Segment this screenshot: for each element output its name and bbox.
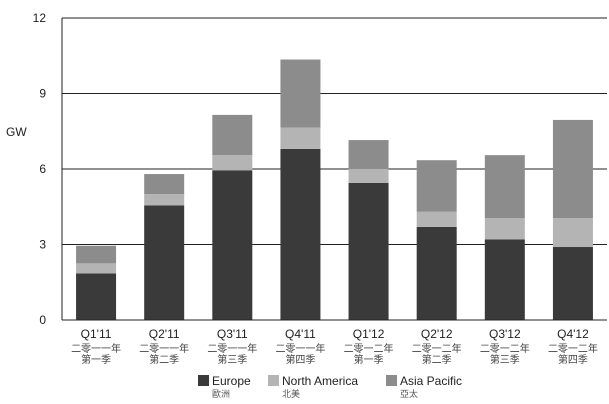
bar-europe xyxy=(144,205,185,320)
y-tick-label: 12 xyxy=(33,11,47,25)
bar-europe xyxy=(552,247,593,320)
x-tick-label-zh: 二零一二年 xyxy=(548,342,598,355)
y-tick-label: 6 xyxy=(39,162,46,176)
x-tick-label: Q4'11 xyxy=(285,327,316,341)
legend-swatch xyxy=(268,375,279,386)
y-tick-labels: 0 3 6 9 12 xyxy=(33,11,47,327)
bar-north-america xyxy=(76,263,117,274)
x-tick-label: Q2'12 xyxy=(421,327,453,341)
x-tick-label-zh: 第二季 xyxy=(149,353,179,366)
x-tick-label-zh: 第一季 xyxy=(81,353,111,366)
legend-swatch xyxy=(386,375,397,386)
x-tick-label: Q1'11 xyxy=(81,327,112,341)
y-tick-label: 9 xyxy=(39,87,46,101)
bars xyxy=(76,59,593,320)
x-tick-label-zh: 二零一二年 xyxy=(344,342,394,355)
bar-europe xyxy=(416,226,457,320)
bar-asia-pacific xyxy=(348,140,389,169)
x-tick-label-zh: 二零一一年 xyxy=(139,342,189,355)
x-tick-label-zh: 二零一二年 xyxy=(412,342,462,355)
legend-swatch xyxy=(198,375,209,386)
x-tick-label-zh: 第四季 xyxy=(285,353,315,366)
x-tick-labels: Q1'11二零一一年第一季Q2'11二零一一年第二季Q3'11二零一一年第三季Q… xyxy=(71,327,598,366)
bar-asia-pacific xyxy=(76,245,117,264)
bar-north-america xyxy=(144,194,185,206)
bar-asia-pacific xyxy=(212,114,253,156)
bar-north-america xyxy=(552,218,593,248)
bar-north-america xyxy=(348,169,389,183)
axes xyxy=(61,18,607,321)
x-tick-label-zh: 二零一一年 xyxy=(275,342,325,355)
x-tick-label-zh: 二零一一年 xyxy=(71,342,121,355)
bar-europe xyxy=(280,148,321,320)
x-tick-label-zh: 二零一二年 xyxy=(480,342,530,355)
grid-lines xyxy=(62,17,607,245)
x-tick-label: Q2'11 xyxy=(149,327,180,341)
bar-europe xyxy=(76,273,117,320)
y-tick-label: 3 xyxy=(39,238,46,252)
bar-north-america xyxy=(212,155,253,171)
bar-north-america xyxy=(280,127,321,149)
bar-asia-pacific xyxy=(144,174,185,195)
legend-label: Europe xyxy=(212,374,251,388)
bar-europe xyxy=(484,239,525,320)
bar-asia-pacific xyxy=(280,59,321,128)
x-tick-label-zh: 第三季 xyxy=(217,353,247,366)
x-tick-label-zh: 第二季 xyxy=(422,353,452,366)
bar-europe xyxy=(348,182,389,320)
legend-label-zh: 歐洲 xyxy=(212,388,230,399)
y-axis-label: GW xyxy=(6,125,27,139)
bar-europe xyxy=(212,170,253,320)
bar-asia-pacific xyxy=(416,160,457,212)
x-tick-label-zh: 第一季 xyxy=(354,353,384,366)
x-tick-label: Q3'12 xyxy=(489,327,521,341)
legend-label: North America xyxy=(282,374,358,388)
bar-north-america xyxy=(416,211,457,227)
bar-asia-pacific xyxy=(552,119,593,219)
legend-label-zh: 亞太 xyxy=(400,388,418,399)
legend-label-zh: 北美 xyxy=(282,388,300,399)
legend-label: Asia Pacific xyxy=(400,374,462,388)
x-tick-label-zh: 第四季 xyxy=(558,353,588,366)
x-tick-label: Q1'12 xyxy=(353,327,385,341)
x-tick-label-zh: 二零一一年 xyxy=(207,342,257,355)
x-tick-label: Q4'12 xyxy=(557,327,589,341)
bar-asia-pacific xyxy=(484,155,525,219)
x-tick-label: Q3'11 xyxy=(217,327,248,341)
bar-north-america xyxy=(484,218,525,240)
x-tick-label-zh: 第三季 xyxy=(490,353,520,366)
y-tick-label: 0 xyxy=(39,313,46,327)
